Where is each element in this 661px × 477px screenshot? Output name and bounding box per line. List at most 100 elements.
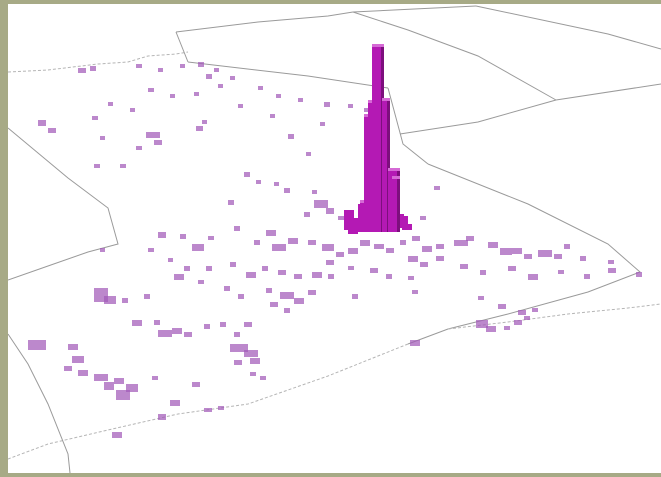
density-cell [158, 414, 166, 420]
density-cell [270, 114, 275, 118]
density-cell [250, 358, 260, 364]
density-cell [336, 252, 344, 257]
density-cell [246, 272, 256, 278]
density-cell [132, 320, 142, 326]
density-cell [154, 320, 160, 325]
density-cell [104, 296, 116, 304]
density-cell [78, 370, 88, 376]
density-cell [478, 296, 484, 300]
density-cell [180, 64, 185, 68]
density-cell [266, 288, 272, 293]
density-map[interactable] [8, 4, 661, 473]
density-cell [304, 212, 310, 217]
density-cell [608, 260, 614, 264]
density-cell [244, 322, 252, 327]
density-cell [72, 356, 84, 363]
density-cell [192, 244, 204, 251]
density-cell [208, 236, 214, 240]
density-cell [524, 254, 532, 259]
density-prism [348, 228, 358, 234]
density-cell [272, 244, 286, 251]
density-cell [288, 238, 298, 244]
density-cell [234, 360, 242, 365]
density-cell [230, 262, 236, 267]
density-cell [250, 372, 256, 376]
density-cell [558, 270, 564, 274]
density-cell [454, 240, 468, 246]
density-cell [206, 74, 212, 79]
density-prism-top [392, 176, 400, 179]
density-cell [234, 226, 240, 231]
density-peak-prism[interactable] [344, 44, 412, 234]
density-cell [146, 132, 160, 138]
region-boundary [475, 5, 661, 50]
density-cell [420, 262, 428, 267]
density-cell [288, 134, 294, 139]
density-prism [402, 224, 412, 230]
density-cell [386, 274, 392, 279]
density-cell [412, 290, 418, 294]
density-cell [154, 140, 162, 145]
density-cell [400, 240, 406, 245]
density-cell [192, 382, 200, 387]
density-cell [168, 258, 173, 262]
density-cell [158, 68, 163, 72]
density-cell [196, 126, 203, 131]
density-cell [412, 236, 420, 241]
density-cell [436, 256, 444, 261]
density-cell [114, 378, 124, 384]
density-cell [352, 294, 358, 299]
density-cell [636, 272, 642, 277]
density-cell [584, 274, 590, 279]
density-cell [48, 128, 56, 133]
density-cell [64, 366, 72, 371]
density-cell [512, 248, 522, 254]
density-prism-top [382, 98, 390, 101]
density-cell [270, 302, 278, 307]
density-cell [324, 102, 330, 107]
density-prism [400, 216, 408, 226]
density-cell [284, 308, 290, 313]
density-cell [408, 276, 414, 280]
density-prism [392, 176, 400, 232]
density-cell [198, 62, 204, 67]
density-cell [144, 294, 150, 299]
density-cell [38, 120, 46, 126]
region-boundary [175, 31, 189, 63]
density-cell [420, 216, 426, 220]
density-cell [184, 266, 190, 271]
region-boundary [352, 5, 477, 13]
density-cell [260, 376, 266, 380]
density-cell [108, 102, 113, 106]
density-cell [514, 320, 522, 325]
density-cell [486, 326, 496, 332]
density-cell [524, 316, 530, 320]
density-cell [244, 172, 250, 177]
density-cell [320, 122, 325, 126]
region-boundary [8, 51, 189, 73]
density-cell [126, 384, 138, 392]
density-cell [532, 308, 538, 312]
density-prism-top [388, 168, 400, 171]
density-cell [120, 164, 126, 168]
density-cell [122, 298, 128, 303]
density-cell [500, 248, 512, 255]
density-cell [174, 274, 184, 280]
density-prism [344, 210, 354, 230]
density-cell [364, 108, 369, 112]
density-cell [172, 328, 182, 334]
density-cell [198, 280, 204, 284]
density-cell [78, 68, 86, 73]
density-cell [434, 186, 440, 190]
density-cell [152, 376, 158, 380]
density-cell [234, 332, 240, 337]
density-cell [158, 232, 166, 238]
region-boundary [187, 61, 389, 89]
density-cell [28, 340, 46, 350]
density-cell [326, 208, 334, 214]
density-cell [280, 292, 294, 299]
density-cell [348, 104, 353, 108]
region-boundary [8, 127, 119, 281]
density-cell [284, 188, 290, 193]
density-cell [436, 244, 444, 249]
